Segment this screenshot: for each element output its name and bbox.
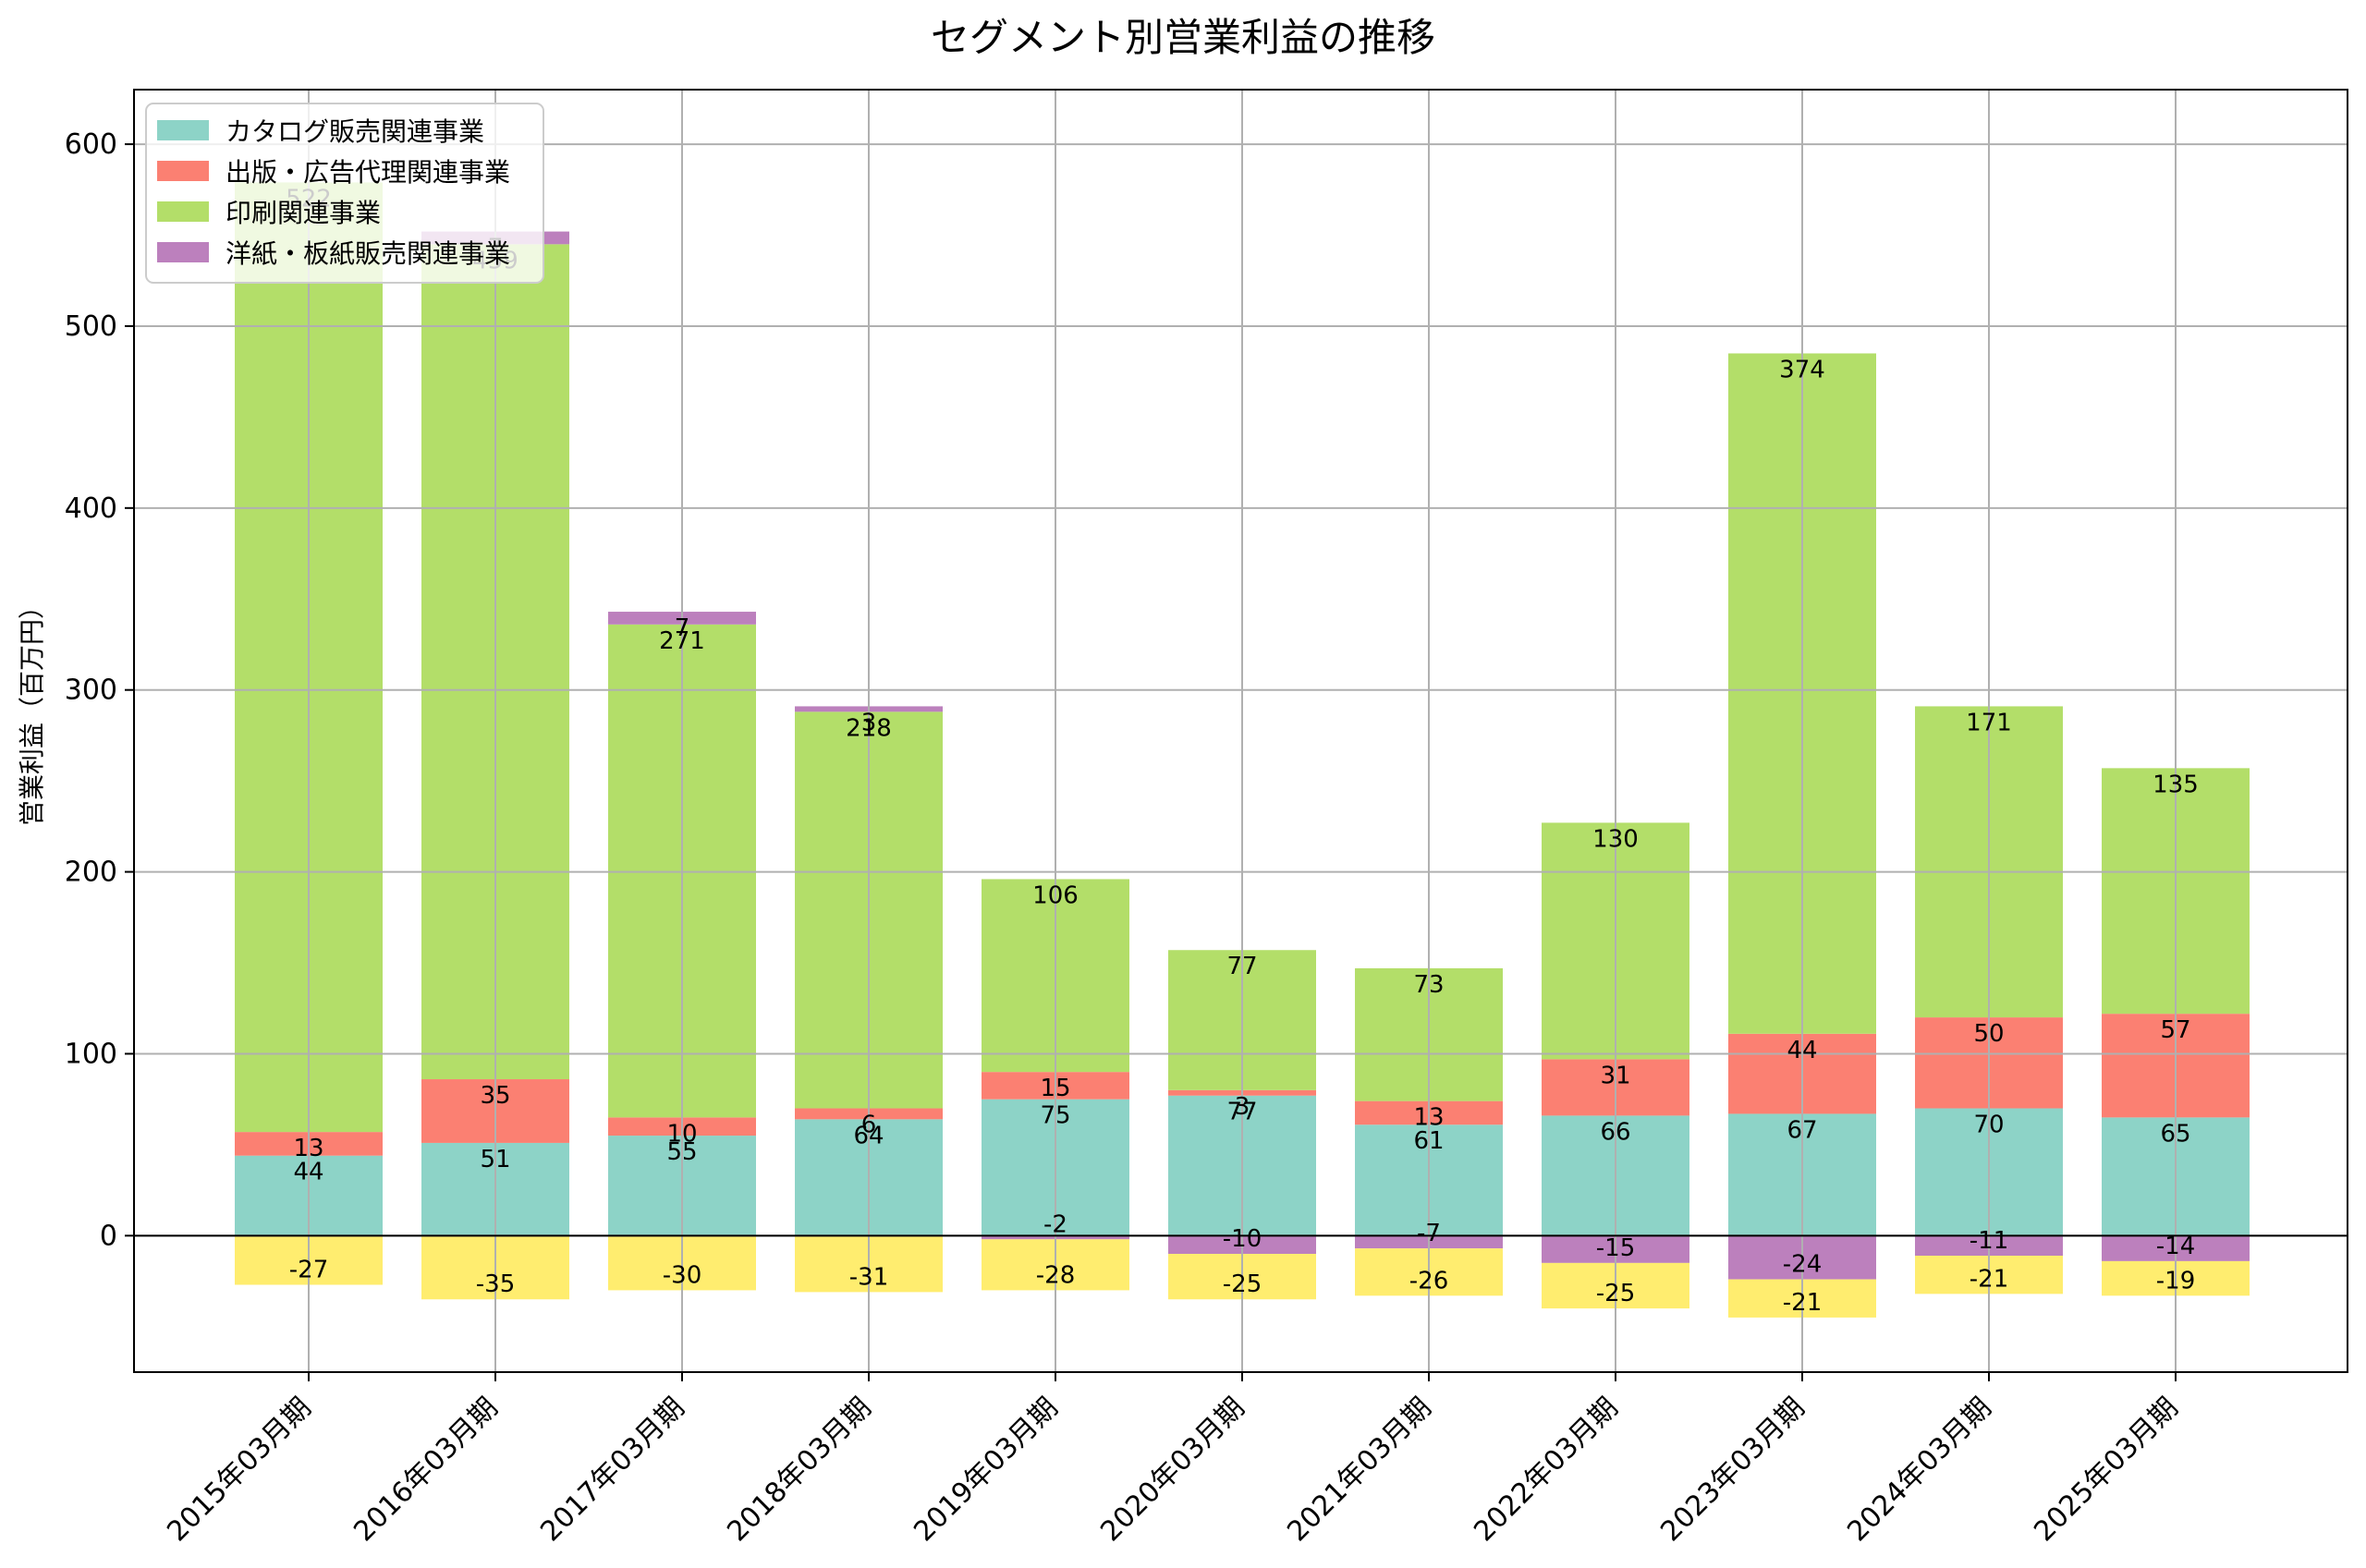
y-tick-label: 500 [65,310,117,343]
data-label: 66 [1600,1118,1630,1146]
x-tick-label: 2016年03月期 [348,1392,504,1548]
data-label: -27 [289,1256,328,1283]
data-label: 7 [675,614,690,642]
data-label: 218 [846,714,892,742]
x-tick-label: 2022年03月期 [1468,1392,1624,1548]
data-label: -11 [1970,1227,2008,1255]
data-label: 73 [1413,971,1444,999]
y-tick-label: 100 [65,1038,117,1070]
data-label: 65 [2160,1120,2190,1148]
y-axis-label: 営業利益（百万円） [17,593,47,826]
x-tick-label: 2025年03月期 [2028,1392,2184,1548]
legend-swatch [157,242,209,262]
data-labels: 4413522-2751354597-3555102717-306462183-… [286,185,2199,1317]
data-label: -28 [1036,1261,1075,1289]
legend-box [145,103,544,284]
data-label: -19 [2156,1267,2195,1295]
legend-label: 洋紙・板紙販売関連事業 [226,238,510,269]
data-label: -7 [1417,1220,1441,1247]
data-label: 271 [659,627,705,655]
data-label: -25 [1596,1280,1635,1307]
data-label: 31 [1600,1062,1630,1089]
chart-title: セグメント別営業利益の推移 [931,15,1435,60]
data-label: 70 [1973,1112,2004,1139]
x-tick-label: 2024年03月期 [1841,1392,1997,1548]
legend-swatch [157,201,209,222]
data-label: -15 [1596,1234,1635,1262]
x-tick-label: 2019年03月期 [908,1392,1064,1548]
data-label: 6 [861,1112,877,1139]
y-tick-label: 400 [65,492,117,525]
data-label: 64 [853,1122,884,1149]
legend-label: カタログ販売関連事業 [226,116,484,147]
y-tick-label: 300 [65,675,117,707]
data-label: -31 [849,1263,888,1291]
data-label: -26 [1409,1267,1448,1295]
legend-label: 印刷関連事業 [226,198,381,228]
x-tick-label: 2015年03月期 [161,1392,317,1548]
y-tick-label: 600 [65,128,117,161]
y-tick-label: 200 [65,857,117,889]
data-label: -14 [2156,1233,2195,1260]
legend-label: 出版・広告代理関連事業 [226,157,510,188]
data-label: -30 [663,1261,701,1289]
data-label: 130 [1592,825,1639,853]
data-label: -24 [1783,1251,1822,1279]
plot-frame [133,89,2348,1373]
data-label: -25 [1223,1270,1262,1298]
data-label: 171 [1966,709,2012,736]
data-label: 374 [1779,356,1825,383]
data-label: 61 [1413,1127,1444,1155]
data-label: -2 [1043,1210,1067,1238]
data-label: 77 [1226,953,1257,980]
data-label: 10 [666,1120,697,1148]
data-label: 3 [861,709,877,736]
data-label: 51 [480,1146,510,1173]
data-label: 44 [1787,1037,1817,1064]
data-label: 57 [2160,1016,2190,1044]
y-tick-label: 0 [100,1220,117,1252]
data-label: 3 [1235,1093,1250,1121]
x-tick-label: 2020年03月期 [1094,1392,1250,1548]
data-label: 35 [480,1082,510,1110]
data-label: -35 [476,1270,515,1298]
data-label: 50 [1973,1020,2004,1048]
data-label: 75 [1040,1102,1070,1130]
data-label: -10 [1223,1225,1262,1253]
x-tick-label: 2018年03月期 [721,1392,877,1548]
data-label: 135 [2153,771,2199,798]
data-label: 55 [666,1138,697,1166]
data-label: 67 [1787,1116,1817,1144]
x-tick-label: 2023年03月期 [1654,1392,1811,1548]
data-label: 77 [1226,1099,1257,1126]
data-label: -21 [1783,1289,1822,1317]
legend-swatch [157,161,209,181]
data-label: -21 [1970,1265,2008,1293]
data-label: 13 [1413,1104,1444,1132]
legend-swatch [157,120,209,140]
data-label: 15 [1040,1075,1070,1102]
x-tick-label: 2017年03月期 [534,1392,690,1548]
x-tick-label: 2021年03月期 [1281,1392,1437,1548]
data-label: 44 [293,1159,323,1186]
data-label: 13 [293,1135,323,1162]
data-label: 106 [1032,881,1079,909]
